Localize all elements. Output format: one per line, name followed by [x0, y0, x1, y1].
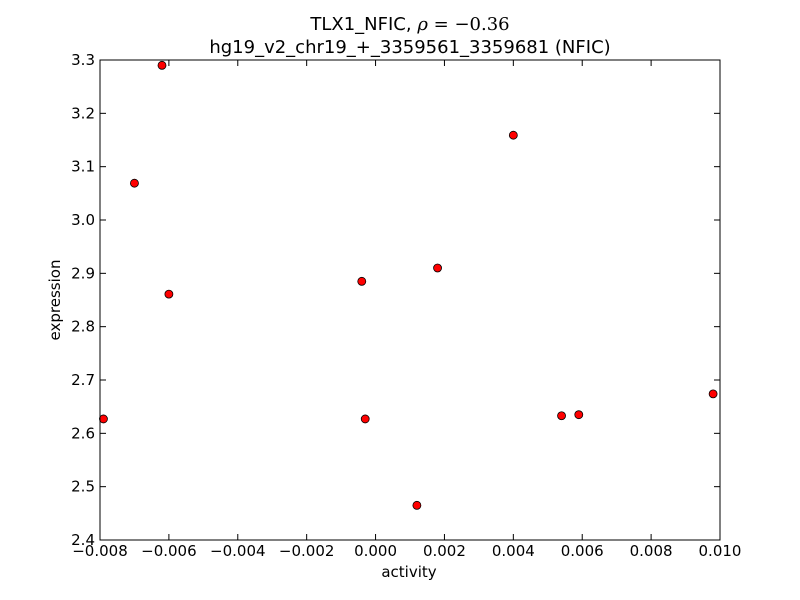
x-tick-label: −0.008: [72, 542, 128, 560]
x-tick-label: 0.002: [423, 542, 466, 560]
data-point: [130, 178, 139, 188]
x-tick-label: 0.010: [699, 542, 742, 560]
data-point: [557, 411, 566, 421]
y-tick-label: 3.2: [71, 104, 95, 122]
chart-title-text: TLX1_NFIC,: [309, 14, 417, 35]
data-point: [508, 130, 518, 140]
plot-area: −0.008 −0.006 −0.004 −0.002 0.000 0.002 0.004 0…: [71, 51, 741, 560]
data-point: [433, 263, 442, 273]
plot-frame: [99, 59, 721, 541]
x-tick-label: −0.006: [141, 542, 197, 560]
y-tick-label: 3.0: [71, 211, 95, 229]
y-tick-label: 2.4: [71, 531, 95, 549]
x-tick-label: 0.000: [354, 542, 397, 560]
x-tick-label: 0.008: [630, 542, 673, 560]
x-tick-label: −0.002: [279, 542, 335, 560]
y-axis-label: expression: [46, 260, 64, 341]
y-tick-label: 2.8: [71, 318, 95, 336]
y-tick-label: 2.5: [71, 478, 95, 496]
y-tick-label: 3.3: [71, 51, 95, 69]
data-point: [99, 414, 108, 424]
y-tick-label: 2.9: [71, 264, 95, 282]
y-tick-label: 2.7: [71, 371, 95, 389]
data-point: [157, 60, 167, 70]
y-tick-label: 3.1: [71, 158, 95, 176]
data-point: [412, 500, 422, 510]
chart-subtitle: hg19_v2_chr19_+_3359561_3359681 (NFIC): [209, 37, 610, 58]
data-point: [574, 410, 584, 420]
data-point: [164, 289, 174, 299]
x-axis-label: activity: [381, 563, 436, 581]
data-point: [357, 276, 367, 286]
x-tick-label: 0.006: [561, 542, 604, 560]
chart-title-rho-symbol: ρ: [416, 14, 428, 35]
chart-title: TLX1_NFIC, ρ = −0.36: [309, 14, 509, 35]
chart-title-rho-value: = −0.36: [428, 14, 510, 35]
data-point: [360, 414, 370, 424]
y-tick-label: 2.6: [71, 424, 95, 442]
x-tick-label: 0.004: [492, 542, 535, 560]
data-point: [708, 389, 718, 399]
x-tick-label: −0.004: [210, 542, 266, 560]
